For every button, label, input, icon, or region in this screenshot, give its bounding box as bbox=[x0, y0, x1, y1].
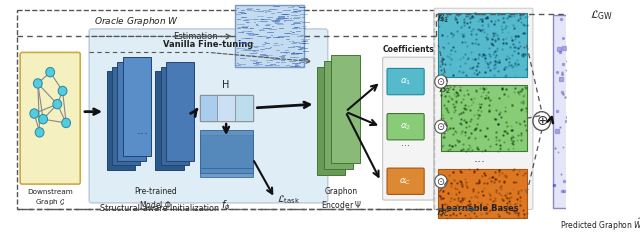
Bar bbox=[200, 95, 253, 121]
Bar bbox=[218, 95, 235, 121]
Text: Graphon
Encoder $\Psi$: Graphon Encoder $\Psi$ bbox=[321, 187, 362, 210]
Circle shape bbox=[35, 128, 44, 137]
Text: $\odot$: $\odot$ bbox=[436, 176, 445, 187]
Bar bbox=[200, 140, 253, 177]
Text: $f_\phi$: $f_\phi$ bbox=[221, 198, 231, 213]
Bar bbox=[235, 5, 304, 67]
Text: $\oplus$: $\oplus$ bbox=[536, 114, 548, 128]
Bar bbox=[317, 67, 346, 175]
Bar bbox=[17, 10, 434, 209]
Text: $\mathcal{L}_{\mathrm{task}}$: $\mathcal{L}_{\mathrm{task}}$ bbox=[277, 193, 301, 206]
Text: $\mathcal{B}_C$: $\mathcal{B}_C$ bbox=[436, 206, 449, 219]
Circle shape bbox=[533, 112, 550, 130]
FancyBboxPatch shape bbox=[89, 29, 328, 203]
Text: Downstream
Graph $\mathcal{G}$: Downstream Graph $\mathcal{G}$ bbox=[28, 189, 73, 207]
Bar bbox=[123, 57, 151, 156]
FancyBboxPatch shape bbox=[383, 57, 434, 200]
Bar bbox=[166, 62, 195, 161]
Text: $\alpha_2$: $\alpha_2$ bbox=[400, 121, 412, 132]
Text: $\mathcal{B}_2$: $\mathcal{B}_2$ bbox=[438, 83, 451, 96]
Bar bbox=[117, 62, 146, 161]
Bar bbox=[553, 15, 640, 208]
Circle shape bbox=[46, 67, 54, 77]
Circle shape bbox=[435, 75, 447, 88]
Bar bbox=[441, 85, 527, 151]
Bar bbox=[112, 67, 140, 165]
Bar bbox=[200, 130, 253, 168]
Bar bbox=[200, 95, 218, 121]
Text: $\odot$: $\odot$ bbox=[436, 76, 445, 87]
Text: $\mathcal{B}_1$: $\mathcal{B}_1$ bbox=[436, 12, 449, 25]
Bar bbox=[438, 13, 527, 77]
Bar bbox=[200, 135, 253, 173]
Circle shape bbox=[435, 175, 447, 188]
Text: Vanilla Fine-tuning: Vanilla Fine-tuning bbox=[163, 40, 253, 49]
FancyBboxPatch shape bbox=[387, 68, 424, 95]
Text: Oracle Graphon $W$: Oracle Graphon $W$ bbox=[93, 15, 179, 28]
Bar bbox=[438, 169, 527, 218]
Text: ···: ··· bbox=[401, 141, 410, 152]
Text: Coefficients: Coefficients bbox=[382, 45, 434, 54]
Bar bbox=[235, 95, 253, 121]
FancyBboxPatch shape bbox=[20, 52, 80, 184]
Bar bbox=[156, 71, 184, 170]
Bar bbox=[107, 71, 135, 170]
Bar bbox=[161, 67, 189, 165]
Circle shape bbox=[53, 99, 61, 109]
Text: $\alpha_1$: $\alpha_1$ bbox=[400, 76, 412, 87]
Text: $\odot$: $\odot$ bbox=[436, 121, 445, 132]
Text: Predicted Graphon $\hat{W}$: Predicted Graphon $\hat{W}$ bbox=[560, 217, 640, 233]
Bar bbox=[324, 61, 353, 169]
Text: ···: ··· bbox=[474, 156, 486, 169]
Circle shape bbox=[435, 120, 447, 133]
Text: $\alpha_C$: $\alpha_C$ bbox=[399, 176, 412, 187]
Text: Learnable Bases: Learnable Bases bbox=[441, 204, 518, 213]
FancyBboxPatch shape bbox=[387, 168, 424, 194]
Text: Structural-aware Initialization: Structural-aware Initialization bbox=[100, 204, 220, 213]
Bar bbox=[332, 55, 360, 163]
Text: Pre-trained
Model $\Phi$: Pre-trained Model $\Phi$ bbox=[134, 187, 177, 210]
FancyBboxPatch shape bbox=[434, 8, 533, 209]
Circle shape bbox=[38, 114, 47, 124]
Text: Estimation: Estimation bbox=[173, 32, 218, 41]
Circle shape bbox=[33, 79, 42, 88]
Circle shape bbox=[61, 118, 70, 128]
Text: ···: ··· bbox=[136, 128, 148, 141]
Text: $\mathcal{L}_{\mathrm{GW}}$: $\mathcal{L}_{\mathrm{GW}}$ bbox=[590, 8, 614, 22]
Circle shape bbox=[30, 109, 38, 118]
FancyBboxPatch shape bbox=[387, 114, 424, 140]
Circle shape bbox=[58, 86, 67, 96]
Text: H: H bbox=[223, 80, 230, 90]
